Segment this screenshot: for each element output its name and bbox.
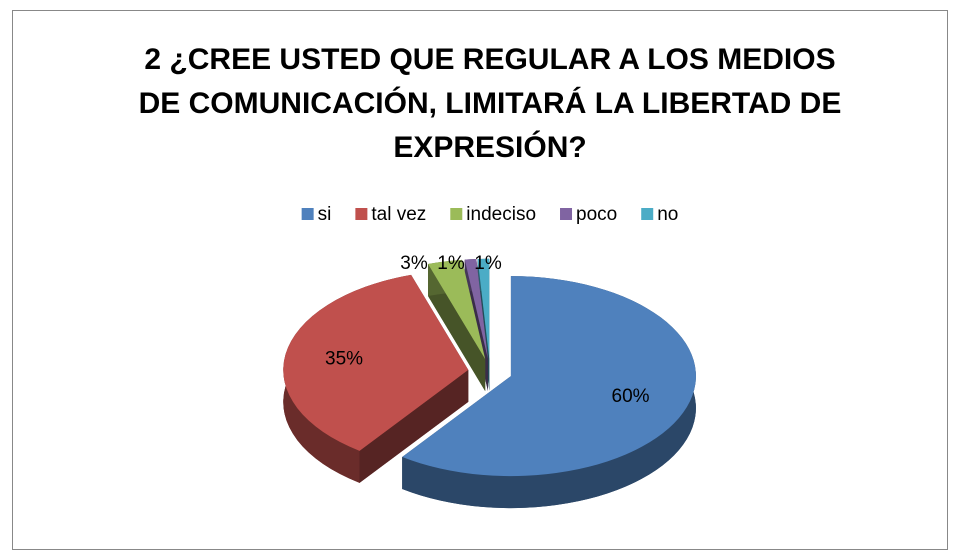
legend-swatch [301, 208, 314, 220]
legend-label: tal vez [371, 204, 426, 225]
legend-label: indeciso [466, 204, 536, 225]
slice-top [402, 276, 696, 477]
legend-item: no [641, 204, 678, 225]
slice-top [477, 258, 490, 359]
data-label: 1% [474, 253, 502, 274]
pie-slice [402, 276, 696, 509]
data-label: 1% [437, 253, 465, 274]
data-label: 60% [612, 386, 650, 407]
slice-top [283, 274, 469, 451]
data-label: 3% [400, 253, 428, 274]
legend-item: si [301, 204, 332, 225]
slice-wall [359, 369, 469, 483]
slice-wall [428, 264, 486, 392]
legend-swatch [450, 208, 463, 220]
legend-label: poco [576, 204, 617, 225]
legend-item: indeciso [450, 204, 536, 225]
pie-slice [428, 259, 486, 392]
legend-swatch [560, 208, 573, 220]
legend-item: tal vez [355, 204, 426, 225]
slice-top [464, 259, 488, 359]
legend-swatch [641, 208, 654, 220]
legend-label: no [657, 204, 678, 225]
legend-item: poco [560, 204, 617, 225]
pie-slice [283, 274, 469, 483]
legend-label: si [318, 204, 332, 225]
slice-side [402, 276, 696, 509]
data-label: 35% [325, 348, 363, 369]
slice-top [428, 259, 486, 360]
legend-swatch [355, 208, 368, 220]
chart-title: 2 ¿CREE USTED QUE REGULAR A LOS MEDIOS D… [138, 43, 842, 164]
